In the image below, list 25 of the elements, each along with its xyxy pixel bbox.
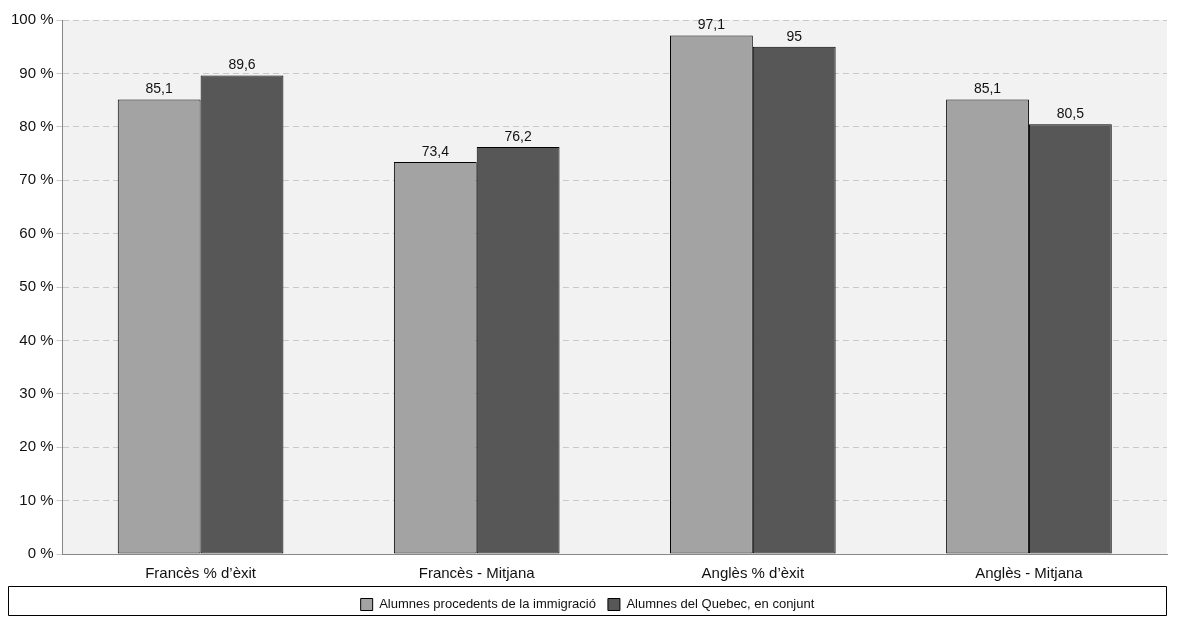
x-tick-label: Francès - Mitjana — [418, 564, 536, 582]
data-label: 89,6 — [228, 56, 256, 73]
x-tick-label: Francès % d’èxit — [145, 564, 257, 582]
data-label: 85,1 — [973, 80, 1002, 97]
y-tick-label: 100 % — [10, 10, 54, 28]
legend-label: Alumnes procedents de la immigració — [379, 596, 596, 612]
y-tick-label: 60 % — [19, 223, 54, 241]
data-label: 76,2 — [504, 127, 532, 144]
y-tick-label: 0 % — [27, 544, 54, 562]
y-tick-label: 80 % — [19, 116, 54, 134]
data-label: 85,1 — [145, 80, 174, 97]
legend-label: Alumnes del Quebec, en conjunt — [626, 596, 815, 612]
data-label: 80,5 — [1056, 104, 1085, 121]
y-tick-label: 70 % — [19, 170, 54, 188]
y-tick-label: 20 % — [19, 437, 54, 455]
y-tick-label: 50 % — [19, 277, 54, 295]
data-label: 95 — [786, 27, 803, 44]
y-tick-label: 30 % — [19, 383, 54, 401]
y-tick-label: 10 % — [19, 490, 54, 508]
x-tick-label: Anglès - Mitjana — [975, 564, 1084, 582]
data-label: 97,1 — [697, 16, 726, 33]
y-tick-label: 90 % — [19, 63, 54, 81]
y-tick-label: 40 % — [19, 330, 54, 348]
data-label: 73,4 — [421, 142, 450, 159]
x-tick-label: Anglès % d’èxit — [701, 564, 805, 582]
